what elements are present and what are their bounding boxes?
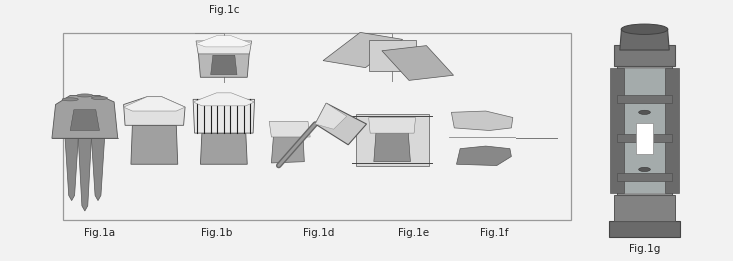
Polygon shape	[614, 45, 674, 66]
Polygon shape	[196, 41, 251, 54]
Polygon shape	[92, 138, 105, 201]
Polygon shape	[271, 133, 304, 163]
Polygon shape	[78, 138, 92, 211]
Polygon shape	[124, 97, 185, 111]
Polygon shape	[636, 123, 653, 154]
Polygon shape	[620, 29, 669, 50]
Polygon shape	[315, 103, 347, 129]
Polygon shape	[131, 125, 177, 164]
Polygon shape	[269, 121, 310, 137]
Polygon shape	[193, 99, 254, 133]
Polygon shape	[196, 36, 251, 47]
Circle shape	[638, 110, 650, 114]
Text: Fig.1c: Fig.1c	[209, 5, 239, 15]
Polygon shape	[614, 195, 674, 221]
Polygon shape	[382, 46, 454, 80]
Circle shape	[638, 167, 650, 171]
Text: Fig.1g: Fig.1g	[629, 244, 660, 254]
Text: Fig.1b: Fig.1b	[201, 228, 232, 238]
Polygon shape	[617, 96, 672, 103]
Polygon shape	[369, 117, 416, 133]
Polygon shape	[65, 138, 78, 201]
Polygon shape	[609, 221, 680, 237]
Polygon shape	[617, 173, 672, 181]
Ellipse shape	[92, 97, 108, 100]
Polygon shape	[200, 133, 247, 164]
Polygon shape	[369, 40, 416, 71]
Polygon shape	[452, 111, 513, 130]
Polygon shape	[315, 103, 366, 145]
Polygon shape	[356, 114, 429, 165]
Polygon shape	[374, 132, 410, 162]
Ellipse shape	[77, 94, 93, 97]
Text: Fig.1a: Fig.1a	[84, 228, 115, 238]
Ellipse shape	[62, 98, 78, 101]
Polygon shape	[323, 32, 402, 68]
Polygon shape	[665, 68, 679, 193]
Polygon shape	[457, 146, 512, 165]
Polygon shape	[70, 110, 100, 130]
Polygon shape	[617, 134, 672, 142]
Text: Fig.1e: Fig.1e	[399, 228, 430, 238]
Polygon shape	[198, 51, 249, 77]
Ellipse shape	[621, 24, 668, 34]
Polygon shape	[610, 68, 625, 193]
Polygon shape	[210, 55, 237, 75]
Text: Fig.1f: Fig.1f	[480, 228, 509, 238]
Bar	[63, 33, 571, 220]
Polygon shape	[124, 97, 185, 125]
Polygon shape	[617, 66, 672, 195]
Text: Fig.1d: Fig.1d	[303, 228, 335, 238]
Polygon shape	[193, 93, 254, 106]
Polygon shape	[52, 96, 118, 138]
Polygon shape	[624, 68, 666, 193]
